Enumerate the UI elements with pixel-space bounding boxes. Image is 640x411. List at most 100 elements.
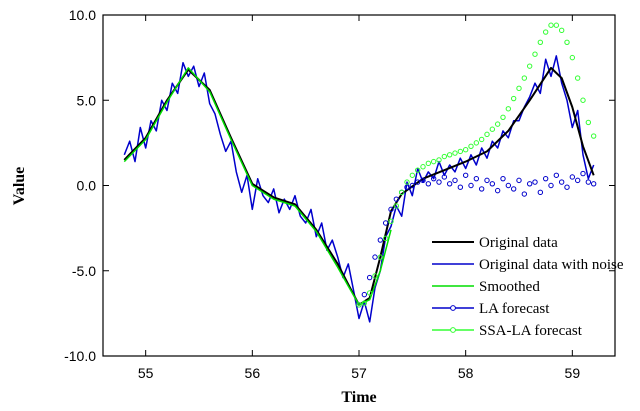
data-point xyxy=(532,179,538,185)
data-point xyxy=(537,39,544,45)
data-point xyxy=(473,140,480,146)
data-point xyxy=(436,157,442,163)
data-point xyxy=(569,174,576,180)
data-point xyxy=(521,75,528,81)
data-point xyxy=(478,136,485,143)
data-point xyxy=(542,29,549,35)
data-point xyxy=(372,273,378,279)
x-tick-label: 59 xyxy=(565,365,581,381)
y-tick-label: 10.0 xyxy=(69,7,96,23)
data-point xyxy=(484,177,490,184)
data-point xyxy=(361,300,368,306)
smoothed-series xyxy=(123,67,392,306)
ssa-la-forecast-series xyxy=(356,22,597,308)
data-point xyxy=(468,182,474,189)
legend-label: Original data xyxy=(479,235,558,251)
y-tick-label: 5.0 xyxy=(77,92,97,108)
data-point xyxy=(521,191,528,197)
data-point xyxy=(468,143,474,149)
data-point xyxy=(393,203,400,209)
data-point xyxy=(494,121,501,127)
data-point xyxy=(590,133,597,139)
data-point xyxy=(489,126,496,132)
data-point xyxy=(574,75,581,81)
data-point xyxy=(414,179,421,185)
data-point xyxy=(366,290,373,296)
data-point xyxy=(558,179,565,185)
data-point xyxy=(377,254,384,260)
data-point xyxy=(361,291,368,298)
data-point xyxy=(457,184,464,190)
data-point xyxy=(564,184,570,190)
data-point xyxy=(526,181,533,187)
data-point xyxy=(516,177,522,184)
data-point xyxy=(494,187,501,194)
legend-label: SSA-LA forecast xyxy=(479,323,583,339)
data-point xyxy=(388,206,394,213)
data-point xyxy=(548,182,554,189)
legend-entry: Original data xyxy=(432,235,558,251)
data-point xyxy=(366,274,373,281)
data-point xyxy=(532,51,538,57)
x-tick-label: 58 xyxy=(458,365,474,381)
y-tick-label: -5.0 xyxy=(72,263,96,279)
data-point xyxy=(558,27,565,34)
data-point xyxy=(457,148,464,155)
legend-entry: Original data with noise xyxy=(432,257,624,273)
y-axis-title: Value xyxy=(11,167,28,206)
y-tick-label: 0.0 xyxy=(77,178,97,194)
data-point xyxy=(452,150,458,156)
data-point xyxy=(484,131,490,138)
data-point xyxy=(585,119,592,126)
data-point xyxy=(537,189,544,196)
data-point xyxy=(377,237,384,243)
data-point xyxy=(478,186,485,192)
x-axis-title: Time xyxy=(341,389,376,406)
data-point xyxy=(420,164,426,170)
data-point xyxy=(489,181,496,187)
data-point xyxy=(569,54,576,61)
data-point xyxy=(420,177,426,184)
data-point xyxy=(382,220,389,226)
legend-marker xyxy=(450,305,456,311)
data-point xyxy=(462,146,469,153)
data-point xyxy=(441,174,448,180)
data-point xyxy=(542,175,549,182)
data-point xyxy=(430,158,437,165)
data-point xyxy=(425,160,432,167)
legend: Original data Original data with noise Smo… xyxy=(432,235,624,339)
data-point xyxy=(580,97,586,103)
data-point xyxy=(574,177,581,184)
data-point xyxy=(409,182,416,189)
x-tick-label: 56 xyxy=(245,365,261,381)
data-point xyxy=(409,172,416,178)
data-point xyxy=(393,196,400,202)
data-point xyxy=(510,95,517,102)
data-point xyxy=(446,152,453,158)
x-tick-label: 57 xyxy=(351,365,367,381)
x-tick-label: 55 xyxy=(138,365,154,381)
data-point xyxy=(414,167,421,173)
data-point xyxy=(510,186,517,192)
legend-entry: Smoothed xyxy=(432,279,540,295)
data-point xyxy=(564,39,570,45)
smoothed-series-line xyxy=(123,67,392,306)
data-point xyxy=(404,184,410,190)
data-point xyxy=(473,175,480,182)
data-point xyxy=(526,63,533,69)
data-point xyxy=(446,181,453,187)
data-point xyxy=(516,85,522,92)
legend-label: Original data with noise xyxy=(479,257,624,273)
data-point xyxy=(398,189,405,196)
data-point xyxy=(553,22,560,28)
y-tick-label: -10.0 xyxy=(64,348,96,364)
data-point xyxy=(388,218,394,225)
data-point xyxy=(452,177,458,184)
data-point xyxy=(505,182,512,189)
data-point xyxy=(436,179,442,185)
legend-label: Smoothed xyxy=(479,279,540,295)
data-point xyxy=(356,302,362,308)
data-point xyxy=(462,172,469,178)
data-point xyxy=(404,179,410,185)
data-point xyxy=(548,22,554,28)
